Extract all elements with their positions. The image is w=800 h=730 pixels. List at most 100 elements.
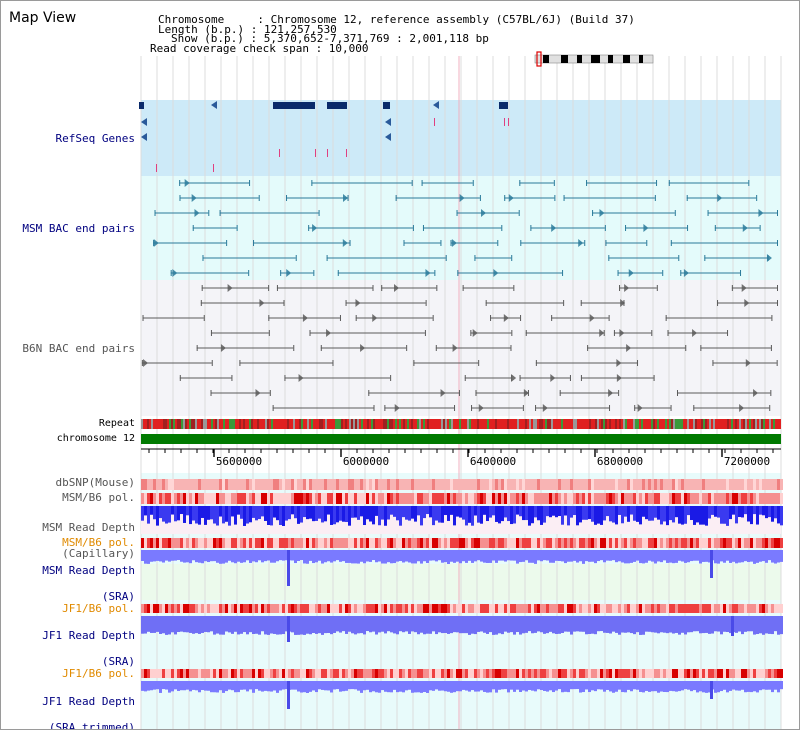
- track-label-msm-bac-end-pairs[interactable]: MSM BAC end pairs: [22, 222, 135, 235]
- repeat-segment: [487, 419, 489, 429]
- capillary-depth-bar: [222, 506, 225, 524]
- dbsnp-cell: [351, 479, 354, 490]
- capillary-depth-bar: [156, 506, 159, 526]
- msm-b6-pol-cell: [684, 493, 687, 504]
- jf1-trimmed-depth-bar: [363, 681, 366, 691]
- jf1-b6-pol-cell: [159, 669, 162, 678]
- jf1-b6-pol-cell: [681, 604, 684, 613]
- track-label-jf1-read-depth-sra[interactable]: JF1 Read Depth (SRA): [3, 616, 135, 681]
- msm-b6-pol-cell: [606, 538, 609, 548]
- jf1-trimmed-depth-bar: [549, 681, 552, 691]
- dbsnp-cell: [603, 479, 606, 490]
- capillary-depth-bar: [711, 506, 714, 515]
- dbsnp-cell: [237, 479, 240, 490]
- capillary-depth-bar: [261, 506, 264, 517]
- jf1-trimmed-depth-bar: [633, 681, 636, 690]
- msm-b6-pol-cell: [693, 538, 696, 548]
- jf1-b6-pol-cell: [468, 604, 471, 613]
- bac-end: [196, 345, 198, 351]
- jf1-b6-pol-cell: [366, 669, 369, 678]
- repeat-segment: [267, 419, 269, 429]
- jf1-b6-pol-cell: [666, 669, 669, 678]
- msm-sra-depth-bar: [348, 550, 351, 563]
- msm-sra-depth-bar: [714, 550, 717, 564]
- msm-sra-depth-bar: [219, 550, 222, 564]
- jf1-b6-pol-cell: [501, 669, 504, 678]
- repeat-segment: [515, 419, 517, 429]
- dbsnp-cell: [636, 479, 639, 490]
- jf1-b6-pol-cell: [207, 604, 210, 613]
- repeat-segment: [637, 419, 639, 429]
- jf1-trimmed-depth-bar: [204, 681, 207, 691]
- dbsnp-cell: [648, 479, 651, 490]
- msm-sra-depth-bar: [270, 550, 273, 563]
- capillary-depth-bar: [402, 506, 405, 518]
- capillary-depth-bar: [390, 506, 393, 515]
- track-label-refseq-genes[interactable]: RefSeq Genes: [55, 132, 135, 145]
- msm-b6-pol-cell: [174, 493, 177, 504]
- msm-sra-depth-bar: [147, 550, 150, 564]
- jf1-b6-pol-cell: [213, 669, 216, 678]
- dbsnp-cell: [642, 479, 645, 490]
- jf1-b6-pol-cell: [423, 669, 426, 678]
- msm-b6-pol-cell: [498, 538, 501, 548]
- jf1-b6-pol-cell: [222, 604, 225, 613]
- track-label-dbsnp[interactable]: dbSNP(Mouse): [55, 476, 135, 489]
- track-label-jf1-b6-pol-2[interactable]: JF1/B6 pol.: [62, 667, 135, 680]
- bac-end: [424, 330, 426, 336]
- repeat-segment: [363, 419, 365, 429]
- dbsnp-cell: [384, 479, 387, 490]
- msm-b6-pol-cell: [603, 538, 606, 548]
- jf1-trimmed-depth-bar: [756, 681, 759, 693]
- jf1-b6-pol-cell: [519, 604, 522, 613]
- jf1-trimmed-depth-bar: [207, 681, 210, 691]
- jf1-sra-depth-bar: [219, 616, 222, 635]
- capillary-depth-bar: [192, 506, 195, 521]
- jf1-b6-pol-cell: [678, 604, 681, 613]
- dbsnp-cell: [288, 479, 291, 490]
- msm-b6-pol-cell: [375, 493, 378, 504]
- capillary-depth-bar: [420, 506, 423, 526]
- msm-b6-pol-cell: [774, 493, 777, 504]
- track-label-jf1-read-depth-sra-trimmed[interactable]: JF1 Read Depth (SRA trimmed): [3, 682, 135, 729]
- dbsnp-cell: [597, 479, 600, 490]
- dbsnp-cell: [777, 479, 780, 490]
- track-label-b6n-bac-end-pairs[interactable]: B6N BAC end pairs: [22, 342, 135, 355]
- jf1-b6-pol-cell: [669, 604, 672, 613]
- jf1-b6-pol-cell: [348, 604, 351, 613]
- msm-b6-pol-cell: [612, 493, 615, 504]
- repeat-segment: [305, 419, 307, 429]
- bac-end: [272, 405, 274, 411]
- jf1-b6-pol-cell: [243, 604, 246, 613]
- jf1-b6-pol-cell: [453, 604, 456, 613]
- jf1-trimmed-depth-bar: [660, 681, 663, 692]
- label-line-1: JF1 Read Depth: [42, 629, 135, 642]
- repeat-segment: [269, 419, 271, 429]
- jf1-sra-depth-bar: [420, 616, 423, 633]
- track-label-msm-read-depth-sra[interactable]: MSM Read Depth (SRA): [3, 551, 135, 616]
- jf1-b6-pol-cell: [588, 604, 591, 613]
- msm-sra-depth-bar: [450, 550, 453, 562]
- track-label-msm-b6-pol[interactable]: MSM/B6 pol.: [62, 491, 135, 504]
- msm-sra-depth-bar: [594, 550, 597, 564]
- capillary-depth-bar: [273, 506, 276, 518]
- jf1-b6-pol-cell: [318, 669, 321, 678]
- jf1-trimmed-depth-bar: [681, 681, 684, 691]
- capillary-depth-bar: [702, 506, 705, 525]
- msm-b6-pol-cell: [408, 493, 411, 504]
- track-label-msm-b6-pol-2[interactable]: MSM/B6 pol.: [62, 536, 135, 549]
- capillary-depth-bar: [666, 506, 669, 526]
- jf1-sra-depth-bar: [642, 616, 645, 635]
- jf1-sra-depth-bar: [594, 616, 597, 635]
- msm-b6-pol-cell: [684, 538, 687, 548]
- jf1-sra-depth-bar: [660, 616, 663, 633]
- repeat-segment: [663, 419, 665, 429]
- track-label-jf1-b6-pol[interactable]: JF1/B6 pol.: [62, 602, 135, 615]
- capillary-depth-bar: [474, 506, 477, 516]
- repeat-segment: [203, 419, 205, 429]
- capillary-depth-bar: [159, 506, 162, 519]
- msm-b6-pol-cell: [651, 538, 654, 548]
- capillary-depth-bar: [459, 506, 462, 518]
- track-label-msm-read-depth-capillary[interactable]: MSM Read Depth (Capillary): [3, 508, 135, 573]
